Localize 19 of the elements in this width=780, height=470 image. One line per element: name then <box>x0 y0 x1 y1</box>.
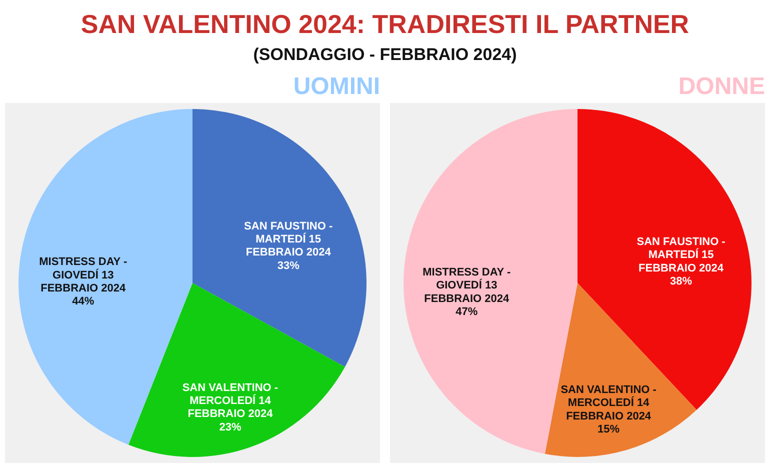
slice-label: MISTRESS DAY - GIOVEDÍ 13 FEBBRAIO 2024 <box>39 256 128 295</box>
chart-title: UOMINI <box>293 73 380 100</box>
pie-slice <box>192 109 366 367</box>
data-label: 15% <box>598 424 620 436</box>
data-label: 47% <box>456 306 478 318</box>
slice-label: MISTRESS DAY - GIOVEDÍ 13 FEBBRAIO 2024 <box>422 266 511 305</box>
data-label: 44% <box>72 296 94 308</box>
pie-slice <box>544 283 697 457</box>
slice-label: SAN VALENTINO - MERCOLEDÍ 14 FEBBRAIO 2024 <box>182 382 278 420</box>
text: (SONDAGGIO - FEBBRAIO 2024) <box>253 45 517 64</box>
data-label: 23% <box>219 421 242 434</box>
slice-label: SAN FAUSTINO - MARTEDÍ 15 FEBBRAIO 2024 <box>244 220 333 259</box>
data-label: 38% <box>670 276 692 288</box>
pie-slice <box>128 283 345 457</box>
chart-title: DONNE <box>678 73 765 100</box>
slice-label: SAN FAUSTINO - MARTEDÍ 15 FEBBRAIO 2024 <box>636 236 726 274</box>
text: SAN VALENTINO 2024: TRADIRESTI IL PARTNER <box>80 9 690 39</box>
slice-label: SAN VALENTINO - MERCOLEDÍ 14 FEBBRAIO 2024 <box>560 384 657 422</box>
data-label: 33% <box>277 260 300 272</box>
